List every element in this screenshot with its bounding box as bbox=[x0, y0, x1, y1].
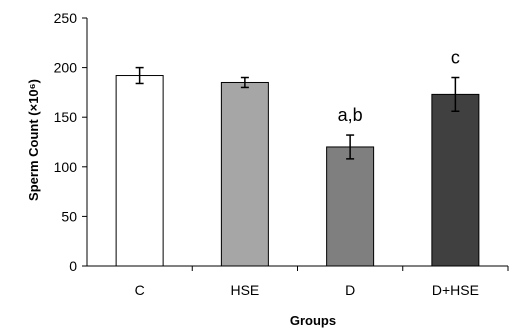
bar bbox=[220, 81, 269, 267]
x-tick-label: C bbox=[135, 282, 145, 298]
y-tick-label: 250 bbox=[54, 10, 78, 26]
y-tick-label: 150 bbox=[54, 109, 78, 125]
x-tick-label: D bbox=[345, 282, 355, 298]
y-axis-title: Sperm Count (×10⁶) bbox=[26, 79, 41, 201]
bar bbox=[115, 75, 164, 267]
y-tick-label: 100 bbox=[54, 159, 78, 175]
significance-label: a,b bbox=[338, 105, 363, 125]
error-bars bbox=[135, 66, 460, 160]
x-tick-label: D+HSE bbox=[432, 282, 479, 298]
x-tick-labels: C HSE D D+HSE bbox=[135, 266, 509, 298]
x-axis-title: Groups bbox=[290, 313, 336, 328]
significance-label: c bbox=[451, 48, 460, 68]
y-tick-label: 50 bbox=[61, 208, 77, 224]
y-tick-label: 0 bbox=[69, 258, 77, 274]
bar bbox=[431, 93, 480, 267]
bars bbox=[115, 75, 480, 267]
y-ticks: 0 50 100 150 200 250 bbox=[54, 10, 87, 274]
x-tick-label: HSE bbox=[230, 282, 259, 298]
annotations: a,b c bbox=[338, 48, 460, 126]
bar bbox=[326, 146, 375, 267]
y-tick-label: 200 bbox=[54, 60, 78, 76]
